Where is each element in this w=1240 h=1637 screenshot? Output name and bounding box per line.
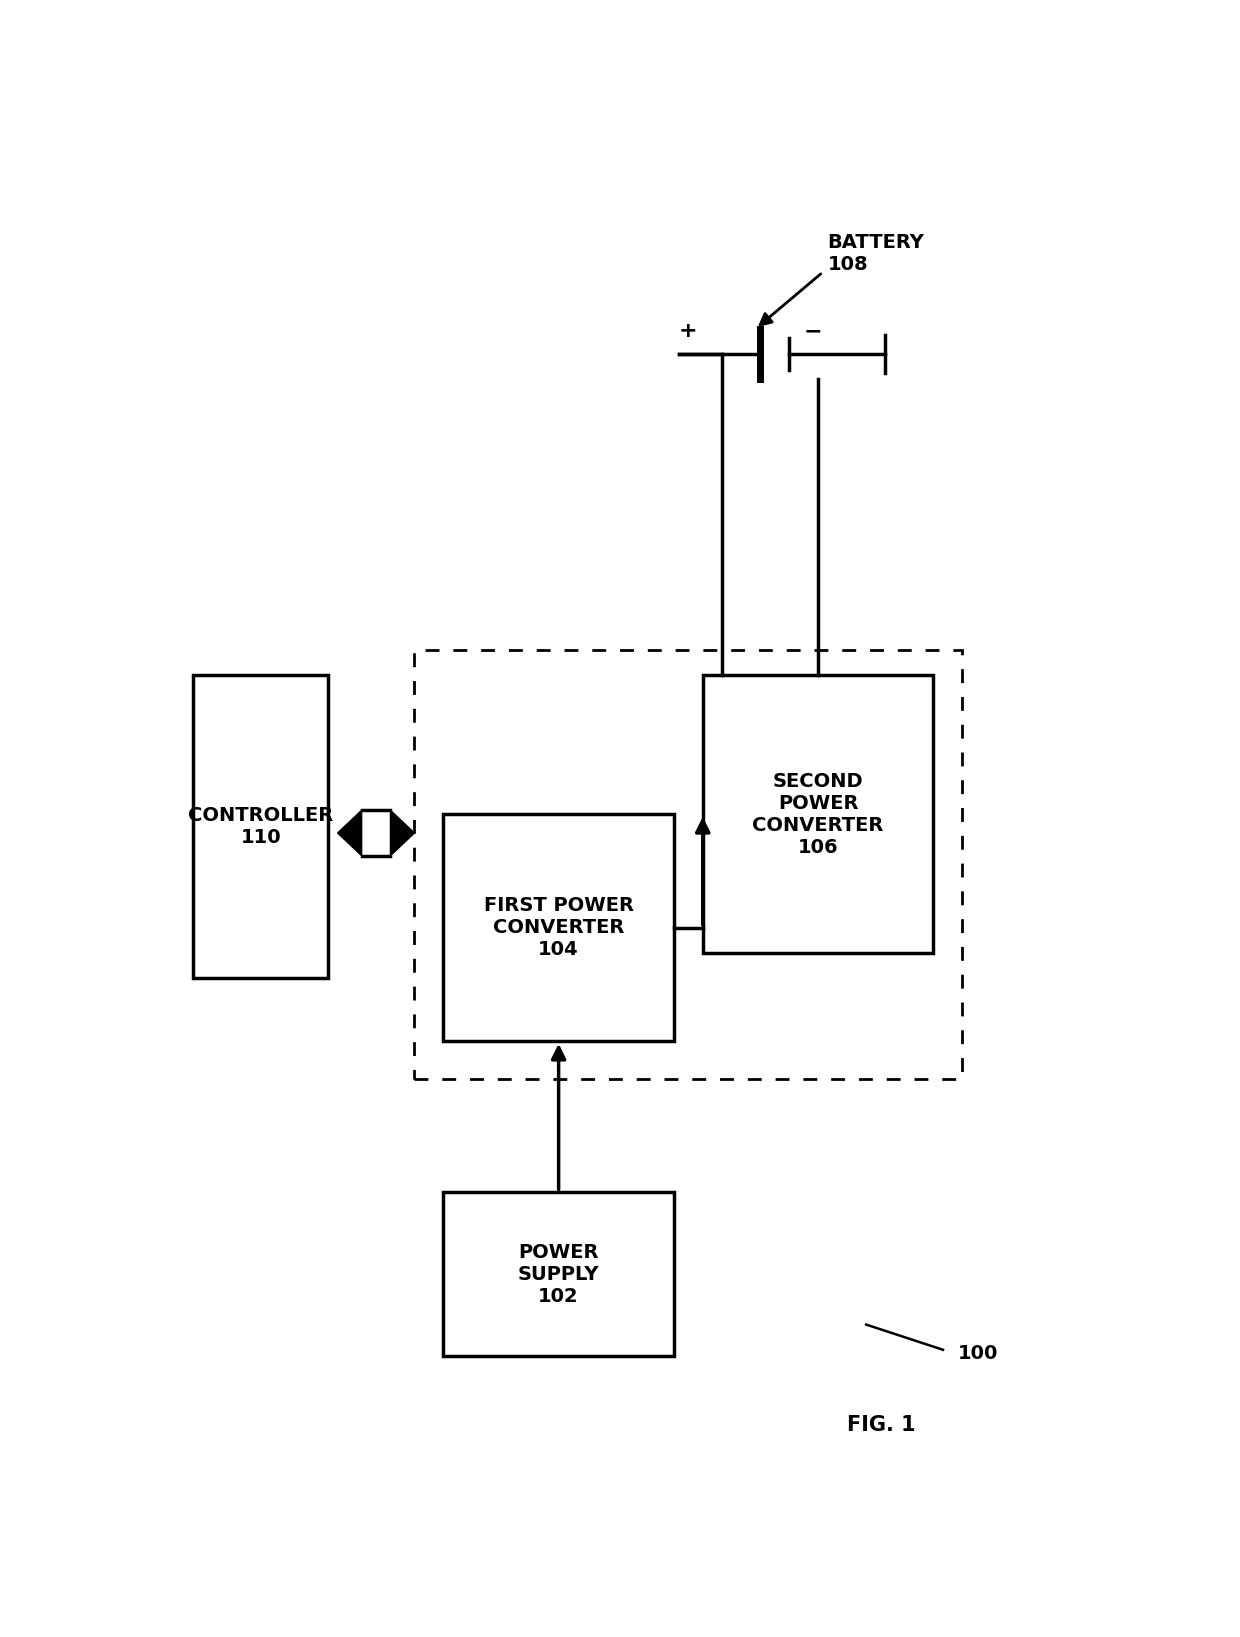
- Text: −: −: [804, 321, 822, 340]
- Polygon shape: [337, 810, 362, 856]
- Bar: [414, 650, 962, 1079]
- Text: FIG. 1: FIG. 1: [847, 1416, 915, 1436]
- Text: POWER
SUPPLY
102: POWER SUPPLY 102: [518, 1242, 599, 1306]
- Bar: [703, 676, 934, 953]
- Bar: [444, 1192, 675, 1355]
- Text: SECOND
POWER
CONVERTER
106: SECOND POWER CONVERTER 106: [753, 771, 884, 856]
- Text: 100: 100: [957, 1344, 998, 1364]
- Polygon shape: [391, 810, 414, 856]
- Text: FIRST POWER
CONVERTER
104: FIRST POWER CONVERTER 104: [484, 895, 634, 959]
- Text: +: +: [680, 321, 698, 340]
- Text: CONTROLLER
110: CONTROLLER 110: [188, 805, 334, 848]
- Bar: [444, 814, 675, 1041]
- Bar: [193, 676, 327, 977]
- Text: BATTERY
108: BATTERY 108: [828, 232, 925, 273]
